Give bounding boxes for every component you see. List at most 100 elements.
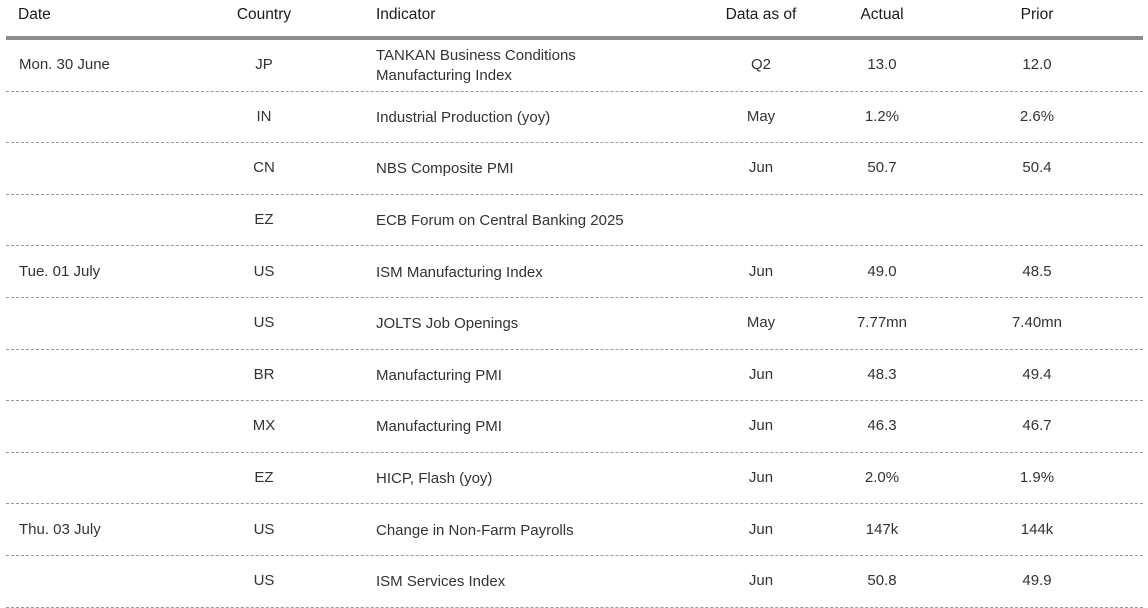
table-body: Mon. 30 June JP TANKAN Business Conditions… (6, 40, 1143, 608)
actual-cell: 49.0 (867, 262, 897, 280)
date-cell (19, 298, 219, 349)
indicator-line: Change in Non-Farm Payrolls (376, 521, 574, 539)
indicator-cell: ISM Manufacturing Index (376, 246, 706, 298)
prior-cell: 12.0 (1022, 56, 1052, 74)
prior-cell: 2.6% (1019, 107, 1055, 125)
indicator-text: ISM Services Index (376, 572, 505, 592)
table-row: IN Industrial Production (yoy) May 1.2% 2.6% (6, 92, 1143, 144)
indicator-cell: Change in Non-Farm Payrolls (376, 504, 706, 556)
indicator-text: Industrial Production (yoy) (376, 108, 550, 128)
data-as-of-cell: Jun (748, 417, 774, 435)
indicator-text: ISM Manufacturing Index (376, 263, 543, 283)
indicator-line: ECB Forum on Central Banking 2025 (376, 212, 624, 230)
data-as-of-cell: Q2 (750, 56, 771, 74)
indicator-line: NBS Composite PMI (376, 160, 514, 178)
actual-cell: 46.3 (867, 417, 897, 435)
table-row: US JOLTS Job Openings May 7.77mn 7.40mn (6, 298, 1143, 350)
date-cell (19, 401, 219, 452)
data-as-of-cell: Jun (748, 365, 774, 383)
indicator-text: Manufacturing PMI (376, 417, 502, 437)
country-cell: US (253, 262, 275, 280)
country-cell: US (253, 572, 275, 590)
indicator-line: JOLTS Job Openings (376, 315, 519, 333)
prior-cell: 7.40mn (1011, 314, 1063, 332)
prior-cell: 144k (1020, 520, 1054, 538)
actual-cell: 7.77mn (856, 314, 908, 332)
country-cell: US (253, 520, 275, 538)
prior-cell: 1.9% (1019, 469, 1055, 487)
table-row: EZ HICP, Flash (yoy) Jun 2.0% 1.9% (6, 453, 1143, 505)
indicator-line: HICP, Flash (yoy) (376, 470, 493, 488)
data-as-of-cell: Jun (748, 572, 774, 590)
country-cell: US (253, 314, 275, 332)
indicator-cell: Manufacturing PMI (376, 401, 706, 453)
indicator-cell: JOLTS Job Openings (376, 298, 706, 350)
date-cell (19, 143, 219, 194)
actual-cell: 1.2% (864, 107, 900, 125)
country-cell: IN (256, 107, 272, 125)
actual-cell: 50.8 (867, 572, 897, 590)
prior-cell: 49.4 (1022, 365, 1052, 383)
indicator-cell: TANKAN Business Conditions Manufacturing … (376, 40, 706, 92)
header-actual: Actual (860, 6, 904, 23)
indicator-cell: Manufacturing PMI (376, 350, 706, 402)
actual-cell: 2.0% (864, 469, 900, 487)
date-cell (19, 556, 219, 607)
indicator-cell: NBS Composite PMI (376, 143, 706, 195)
actual-cell: 48.3 (867, 365, 897, 383)
data-as-of-cell: May (746, 314, 776, 332)
header-date: Date (18, 6, 51, 23)
indicator-line: Manufacturing PMI (376, 418, 502, 436)
actual-cell: 13.0 (867, 56, 897, 74)
country-cell: JP (255, 56, 273, 74)
indicator-line: TANKAN Business Conditions (376, 47, 576, 65)
indicator-text: NBS Composite PMI (376, 159, 514, 179)
prior-cell: 50.4 (1022, 159, 1052, 177)
table-header: Date Country Indicator Data as of Actual… (6, 0, 1143, 40)
indicator-cell: ISM Services Index (376, 556, 706, 608)
header-data-as-of: Data as of (725, 6, 797, 23)
date-cell (19, 453, 219, 504)
header-country: Country (236, 6, 292, 23)
indicator-line: Industrial Production (yoy) (376, 108, 551, 126)
economic-calendar-table: Date Country Indicator Data as of Actual… (6, 0, 1143, 608)
date-cell (19, 350, 219, 401)
table-row: Mon. 30 June JP TANKAN Business Conditions… (6, 40, 1143, 92)
indicator-line: Manufacturing PMI (376, 366, 502, 384)
indicator-cell: ECB Forum on Central Banking 2025 (376, 195, 706, 247)
indicator-line: ISM Services Index (376, 573, 506, 591)
country-cell: CN (253, 159, 275, 177)
data-as-of-cell: Jun (748, 159, 774, 177)
indicator-text: ECB Forum on Central Banking 2025 (376, 211, 624, 231)
country-cell: BR (253, 365, 275, 383)
date-cell: Thu. 03 July (19, 520, 101, 538)
date-cell: Tue. 01 July (19, 262, 101, 280)
data-as-of-cell: Jun (748, 469, 774, 487)
actual-cell: 50.7 (867, 159, 897, 177)
data-as-of-cell: Jun (748, 520, 774, 538)
indicator-text: HICP, Flash (yoy) (376, 469, 492, 489)
actual-cell: 147k (865, 520, 899, 538)
table-row: Thu. 03 July US Change in Non-Farm Payroll… (6, 504, 1143, 556)
actual-cell (832, 195, 932, 246)
table-row: MX Manufacturing PMI Jun 46.3 46.7 (6, 401, 1143, 453)
header-prior: Prior (1020, 6, 1054, 23)
indicator-text: Manufacturing PMI (376, 366, 502, 386)
prior-cell: 48.5 (1022, 262, 1052, 280)
indicator-cell: Industrial Production (yoy) (376, 92, 706, 144)
table-row: Tue. 01 July US ISM Manufacturing Index Jun… (6, 246, 1143, 298)
date-cell (19, 92, 219, 143)
prior-cell: 46.7 (1022, 417, 1052, 435)
indicator-cell: HICP, Flash (yoy) (376, 453, 706, 505)
data-as-of-cell: Jun (748, 262, 774, 280)
table-row: EZ ECB Forum on Central Banking 2025 (6, 195, 1143, 247)
prior-cell (984, 195, 1090, 246)
prior-cell: 49.9 (1022, 572, 1052, 590)
table-row: BR Manufacturing PMI Jun 48.3 49.4 (6, 350, 1143, 402)
date-cell (19, 195, 219, 246)
table-row: CN NBS Composite PMI Jun 50.7 50.4 (6, 143, 1143, 195)
table-row: US ISM Services Index Jun 50.8 49.9 (6, 556, 1143, 608)
indicator-line: Manufacturing Index (376, 67, 512, 85)
country-cell: EZ (254, 469, 274, 487)
date-cell: Mon. 30 June (19, 56, 110, 74)
